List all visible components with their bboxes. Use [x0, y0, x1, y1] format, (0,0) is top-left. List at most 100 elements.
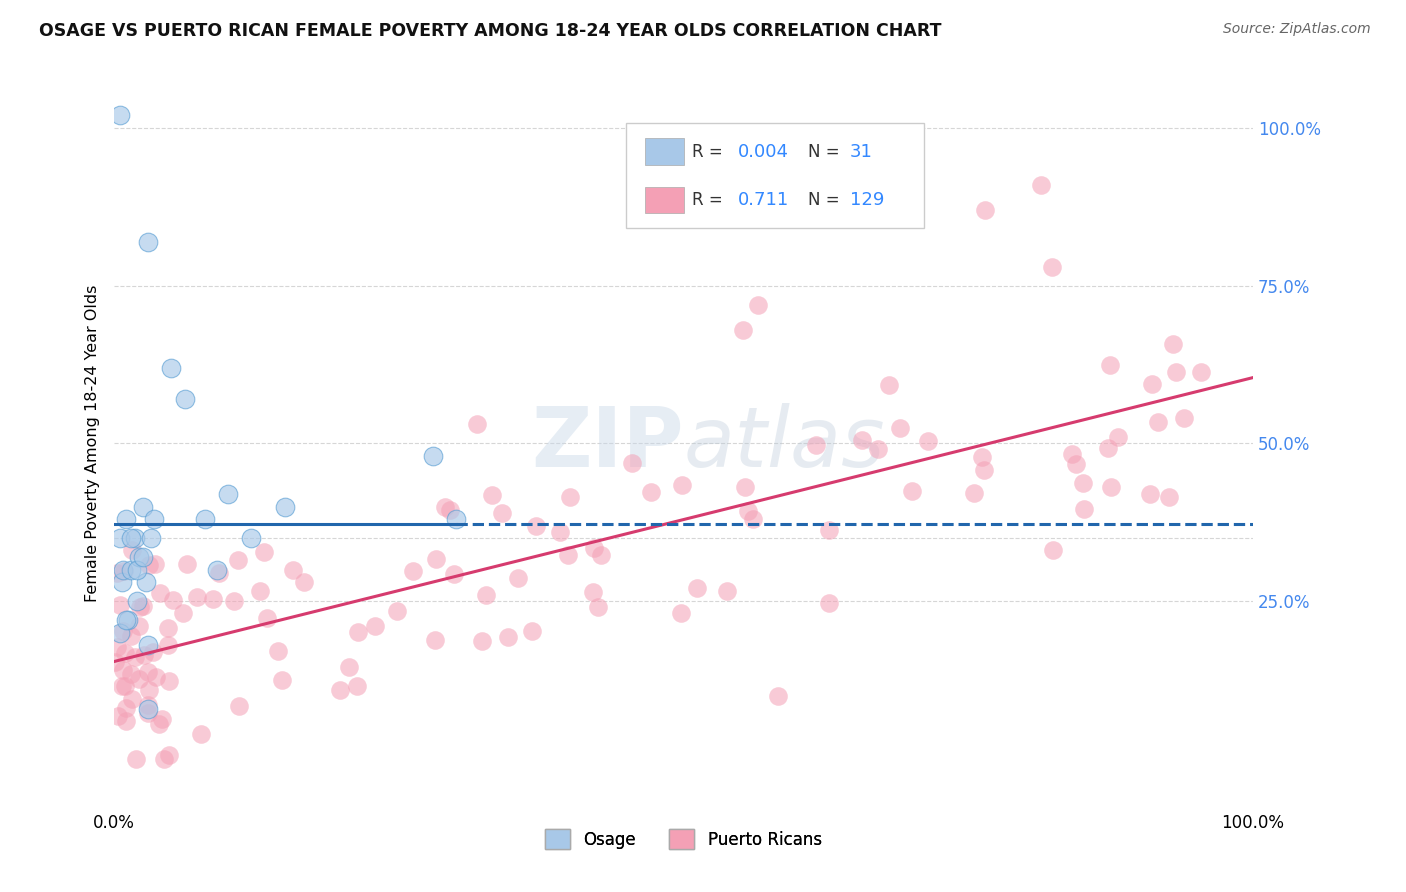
Point [439, 502, 461, 516]
Text: R =: R = [693, 191, 728, 209]
Point [111, 679, 134, 693]
Point [157, 638, 180, 652]
Y-axis label: Female Poverty Among 18-24 Year Olds: Female Poverty Among 18-24 Year Olds [86, 285, 100, 602]
Point [114, 646, 136, 660]
Point [817, 597, 839, 611]
Point [112, 624, 135, 638]
Point [588, 599, 610, 614]
Point [108, 531, 131, 545]
Point [877, 377, 900, 392]
Point [1140, 377, 1163, 392]
Point [224, 593, 246, 607]
Point [124, 531, 146, 545]
Point [111, 575, 134, 590]
Point [1040, 260, 1063, 274]
Point [143, 557, 166, 571]
Point [249, 584, 271, 599]
Legend: Osage, Puerto Ricans: Osage, Puerto Ricans [538, 822, 828, 856]
Point [444, 512, 467, 526]
Point [114, 700, 136, 714]
Point [1107, 429, 1129, 443]
Point [135, 575, 157, 590]
Point [121, 692, 143, 706]
Point [401, 564, 423, 578]
Text: 0.711: 0.711 [738, 191, 789, 209]
Point [1099, 358, 1122, 372]
Point [160, 360, 183, 375]
Point [186, 591, 208, 605]
Point [136, 665, 159, 680]
Point [671, 606, 693, 620]
Point [143, 512, 166, 526]
Point [1163, 337, 1185, 351]
Point [591, 548, 613, 562]
Point [1164, 365, 1187, 379]
Text: R =: R = [693, 143, 728, 161]
Point [686, 581, 709, 595]
Point [475, 588, 498, 602]
Text: atlas: atlas [683, 403, 886, 484]
Point [256, 610, 278, 624]
Point [640, 484, 662, 499]
Point [128, 550, 150, 565]
Point [136, 698, 159, 712]
Text: OSAGE VS PUERTO RICAN FEMALE POVERTY AMONG 18-24 YEAR OLDS CORRELATION CHART: OSAGE VS PUERTO RICAN FEMALE POVERTY AMO… [39, 22, 942, 40]
Point [557, 549, 579, 563]
Point [1064, 457, 1087, 471]
Point [973, 202, 995, 217]
Point [107, 709, 129, 723]
Point [114, 679, 136, 693]
Point [217, 487, 239, 501]
Point [1097, 441, 1119, 455]
Point [481, 487, 503, 501]
Point [138, 558, 160, 573]
Point [496, 631, 519, 645]
Point [138, 706, 160, 721]
Point [973, 463, 995, 477]
Point [114, 613, 136, 627]
Point [917, 434, 939, 448]
Point [747, 298, 769, 312]
Point [281, 563, 304, 577]
Point [138, 683, 160, 698]
Point [734, 480, 756, 494]
Text: N =: N = [808, 191, 845, 209]
Point [963, 486, 986, 500]
Point [172, 606, 194, 620]
Point [970, 450, 993, 464]
Point [737, 504, 759, 518]
Text: 31: 31 [849, 143, 873, 161]
Point [108, 625, 131, 640]
Point [112, 663, 135, 677]
Point [491, 506, 513, 520]
Point [329, 683, 352, 698]
Point [806, 437, 828, 451]
Point [157, 747, 180, 762]
Point [121, 542, 143, 557]
Point [201, 592, 224, 607]
Point [173, 392, 195, 407]
Point [1073, 502, 1095, 516]
Point [558, 490, 581, 504]
Point [465, 417, 488, 431]
Point [205, 563, 228, 577]
Text: ZIP: ZIP [531, 403, 683, 484]
Point [271, 673, 294, 687]
Point [194, 512, 217, 526]
Point [124, 752, 146, 766]
Point [1173, 411, 1195, 425]
Point [115, 714, 138, 729]
Point [148, 717, 170, 731]
Point [120, 667, 142, 681]
Point [1029, 178, 1052, 192]
Point [266, 644, 288, 658]
Point [226, 552, 249, 566]
Point [132, 599, 155, 614]
Point [422, 449, 444, 463]
Point [152, 752, 174, 766]
Point [104, 655, 127, 669]
Point [157, 621, 180, 635]
Point [120, 629, 142, 643]
Point [149, 586, 172, 600]
Point [347, 624, 370, 639]
